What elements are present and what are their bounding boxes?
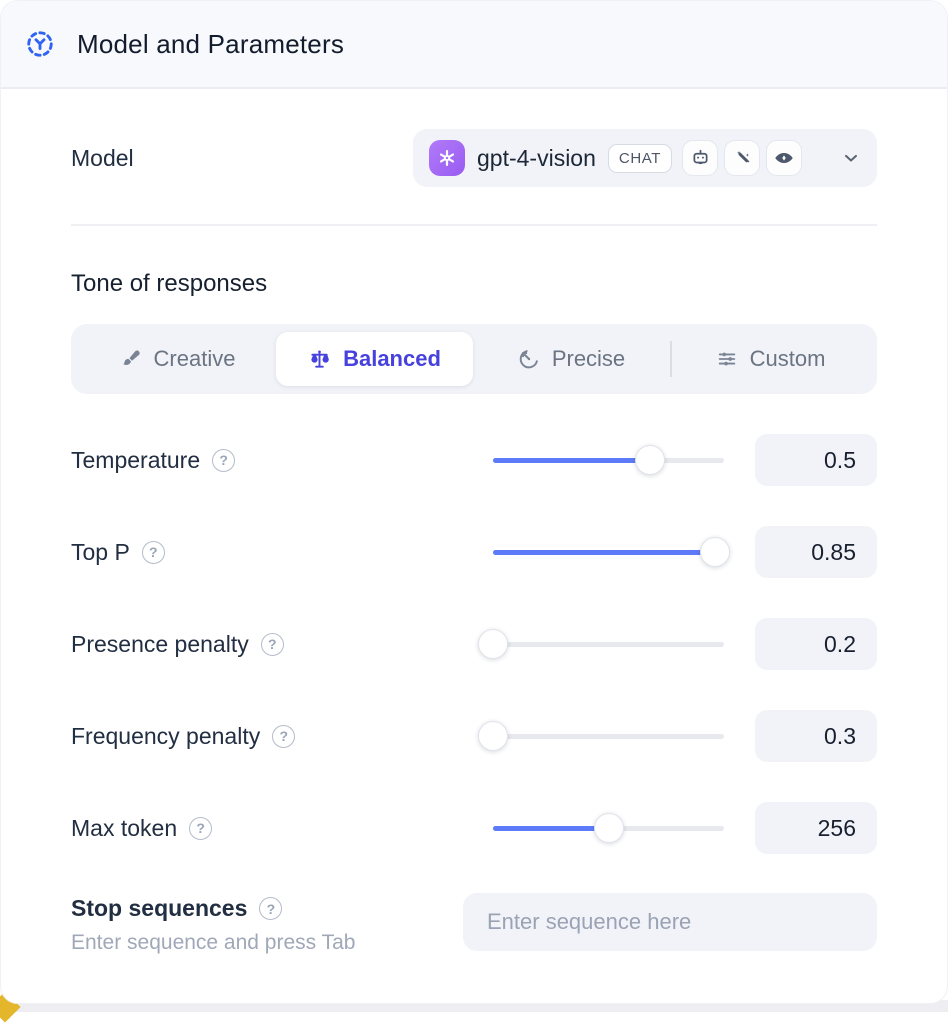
model-select-dropdown[interactable]: gpt-4-vision CHAT (413, 129, 877, 187)
top-p-value-input[interactable] (755, 526, 877, 578)
param-label-text: Temperature (71, 446, 201, 473)
param-label: Temperature ? (71, 447, 493, 474)
frequency-penalty-value-input[interactable] (755, 710, 877, 762)
slider-track (493, 734, 724, 739)
tone-section-title: Tone of responses (71, 270, 268, 297)
param-row-top-p: Top P ? (71, 526, 877, 578)
help-icon[interactable]: ? (260, 632, 284, 656)
param-row-presence-penalty: Presence penalty ? (71, 618, 877, 670)
stop-sequence-input[interactable] (463, 893, 877, 951)
slider-track (493, 642, 724, 647)
tab-custom-label: Custom (749, 346, 826, 371)
tab-creative[interactable]: Creative (79, 332, 276, 386)
max-token-slider[interactable] (493, 813, 724, 843)
section-divider (71, 224, 877, 226)
stop-sequences-row: Stop sequences ? Enter sequence and pres… (71, 893, 877, 955)
paintbrush-icon (120, 348, 142, 370)
presence-penalty-slider[interactable] (478, 629, 724, 659)
param-row-frequency-penalty: Frequency penalty ? (71, 710, 877, 762)
slider-thumb[interactable] (593, 813, 624, 843)
slider-thumb[interactable] (478, 721, 508, 751)
param-label: Top P ? (71, 539, 493, 566)
slider-fill (493, 550, 715, 555)
eye-icon (766, 140, 803, 176)
param-label: Max token ? (71, 815, 493, 842)
scales-icon (308, 348, 331, 371)
help-icon[interactable]: ? (189, 816, 213, 840)
stop-sequences-label: Stop sequences (71, 895, 248, 921)
max-token-value-input[interactable] (755, 802, 877, 854)
sliders-icon (716, 348, 738, 370)
stop-sequences-hint: Enter sequence and press Tab (71, 931, 356, 954)
tone-tab-bar: Creative Balanced (71, 324, 877, 394)
robot-icon (682, 140, 719, 176)
tab-custom[interactable]: Custom (672, 332, 869, 386)
stop-sequences-labels: Stop sequences ? Enter sequence and pres… (71, 893, 463, 955)
panel-header: Model and Parameters (1, 1, 947, 89)
param-label-text: Presence penalty (71, 630, 249, 657)
param-label-text: Top P (71, 538, 130, 565)
slider-thumb[interactable] (635, 445, 666, 475)
param-label-text: Frequency penalty (71, 722, 261, 749)
chevron-down-icon (841, 148, 861, 168)
target-arrow-icon (518, 348, 540, 370)
panel-title: Model and Parameters (77, 28, 345, 59)
temperature-value-input[interactable] (755, 434, 877, 486)
param-label: Presence penalty ? (71, 631, 493, 658)
tab-balanced[interactable]: Balanced (276, 332, 473, 386)
wand-sparkles-icon (724, 140, 761, 176)
tab-balanced-label: Balanced (343, 346, 441, 371)
model-label: Model (71, 144, 134, 171)
openai-logo (429, 140, 465, 176)
tab-separator (670, 341, 672, 377)
top-p-slider[interactable] (493, 537, 730, 567)
model-row: Model gpt-4-vision CHAT (71, 129, 877, 187)
help-icon[interactable]: ? (212, 448, 236, 472)
presence-penalty-value-input[interactable] (755, 618, 877, 670)
tab-creative-label: Creative (153, 346, 236, 371)
model-capability-chips (682, 140, 803, 176)
param-label: Frequency penalty ? (71, 723, 493, 750)
param-label-text: Max token (71, 814, 178, 841)
slider-thumb[interactable] (478, 629, 508, 659)
frequency-penalty-slider[interactable] (478, 721, 724, 751)
tab-precise[interactable]: Precise (473, 332, 670, 386)
temperature-slider[interactable] (493, 445, 724, 475)
help-icon[interactable]: ? (141, 540, 165, 564)
param-row-temperature: Temperature ? (71, 434, 877, 486)
model-type-badge: CHAT (607, 143, 673, 173)
help-icon[interactable]: ? (259, 897, 283, 920)
model-selected-value: gpt-4-vision (477, 144, 596, 171)
help-icon[interactable]: ? (272, 724, 296, 748)
model-dashed-icon (25, 29, 55, 59)
tab-precise-label: Precise (551, 346, 626, 371)
slider-thumb[interactable] (699, 537, 730, 567)
slider-fill (493, 458, 651, 463)
param-row-max-token: Max token ? (71, 802, 877, 854)
slider-fill (493, 826, 609, 831)
